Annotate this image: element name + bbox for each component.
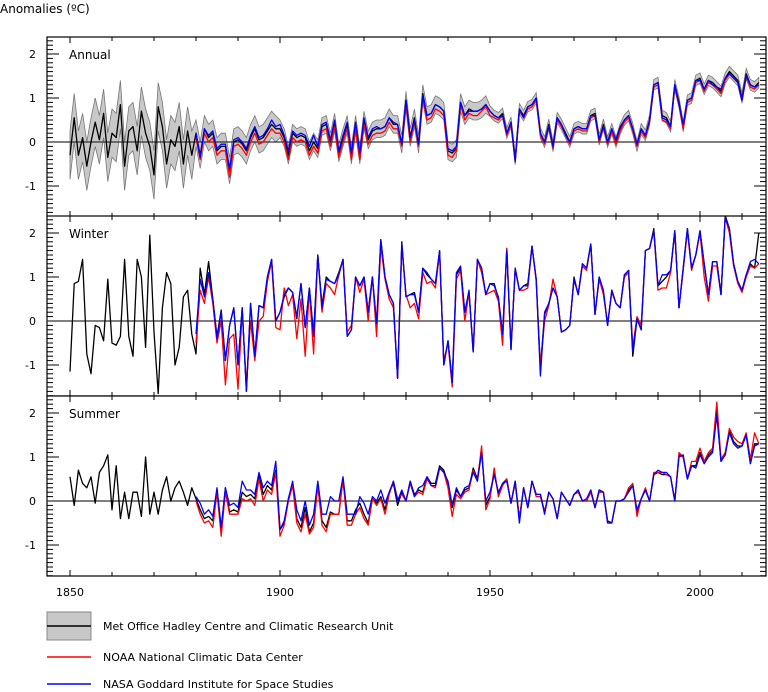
panel-title: Annual xyxy=(69,48,111,62)
plot-area xyxy=(47,216,766,395)
plot-area xyxy=(47,401,766,537)
y-tick-label: 1 xyxy=(29,92,36,105)
y-tick-label: 0 xyxy=(29,315,36,328)
legend-label-noaa: NOAA National Climatic Data Center xyxy=(103,651,303,664)
y-tick-label: 2 xyxy=(29,227,36,240)
y-tick-label: 1 xyxy=(29,271,36,284)
nasa-series-line xyxy=(195,73,760,170)
noaa-series-line xyxy=(195,73,760,178)
hadcru-uncertainty-band xyxy=(69,65,760,200)
x-tick-label: 1950 xyxy=(476,586,504,599)
y-tick-label: -1 xyxy=(25,359,36,372)
panel-title: Winter xyxy=(69,227,109,241)
y-tick-label: 0 xyxy=(29,136,36,149)
y-tick-label: -1 xyxy=(25,180,36,193)
legend-label-nasa: NASA Goddard Institute for Space Studies xyxy=(103,678,334,691)
panel-frame xyxy=(46,395,767,577)
legend-item-nasa: NASA Goddard Institute for Space Studies xyxy=(47,678,334,691)
panel-annual: -1 0 1 2 Annual xyxy=(25,36,767,218)
panel-winter: -1 0 1 2 Winter xyxy=(25,215,767,397)
panel-summer: -1 0 1 2 Summer xyxy=(25,395,767,577)
panel-title: Summer xyxy=(69,407,120,421)
x-tick-label: 1850 xyxy=(56,586,84,599)
legend: Met Office Hadley Centre and Climatic Re… xyxy=(46,611,394,691)
y-tick-label: 0 xyxy=(29,495,36,508)
y-axis-label: Anomalies (ºC) xyxy=(0,2,90,16)
x-tick-label: 2000 xyxy=(686,586,714,599)
legend-item-noaa: NOAA National Climatic Data Center xyxy=(47,651,303,664)
x-axis: 1850 1900 1950 2000 xyxy=(56,586,714,599)
y-tick-label: 1 xyxy=(29,451,36,464)
panel-frame xyxy=(46,215,767,397)
y-tick-label: 2 xyxy=(29,48,36,61)
x-tick-label: 1900 xyxy=(266,586,294,599)
legend-label-hadcru: Met Office Hadley Centre and Climatic Re… xyxy=(103,620,394,633)
panels: -1 0 1 2 Annual -1 0 1 2 Winter -1 0 1 2 Summer xyxy=(25,36,767,577)
legend-item-hadcru: Met Office Hadley Centre and Climatic Re… xyxy=(46,611,394,641)
y-tick-label: -1 xyxy=(25,539,36,552)
nasa-series-line xyxy=(195,414,760,531)
plot-area xyxy=(47,65,766,200)
y-tick-label: 2 xyxy=(29,407,36,420)
nasa-series-line xyxy=(195,216,760,393)
